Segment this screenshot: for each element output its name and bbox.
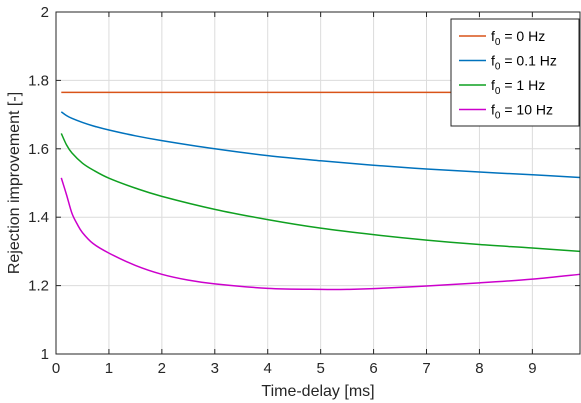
x-tick-label: 9 [528,360,536,377]
x-tick-label: 5 [316,360,324,377]
legend-entry: f0 = 1 Hz [491,77,545,97]
x-tick-label: 6 [369,360,377,377]
x-tick-label: 4 [264,360,272,377]
x-tick-label: 7 [422,360,430,377]
x-tick-label: 0 [52,360,60,377]
legend-box [450,18,580,127]
x-tick-label: 3 [211,360,219,377]
x-tick-label: 8 [475,360,483,377]
series-line-3 [60,177,581,291]
legend-entry: f0 = 0.1 Hz [491,53,557,73]
plot-frame [55,11,581,355]
series-line-1 [60,111,581,179]
legend-entry: f0 = 0 Hz [491,28,545,48]
x-tick-label: 1 [105,360,113,377]
y-tick-label: 1.8 [28,72,49,89]
legend-entry: f0 = 10 Hz [491,102,553,122]
legend: f0 = 0 Hz f0 = 0.1 Hz f0 = 1 Hz f0 = 10 Hz [450,18,580,127]
x-tick-label: 2 [158,360,166,377]
series-line-2 [60,133,581,253]
y-tick-label: 1.6 [28,141,49,158]
axis-ticks: 0 1 2 3 4 5 6 7 8 911.21.41.61.82 [28,4,580,377]
y-tick-label: 1.4 [28,209,49,226]
y-tick-label: 1.2 [28,278,49,295]
y-tick-label: 1 [41,346,49,363]
x-axis-label: Time-delay [ms] [261,383,374,400]
y-tick-label: 2 [41,4,49,21]
y-axis-label: Rejection improvement [-] [6,92,23,274]
